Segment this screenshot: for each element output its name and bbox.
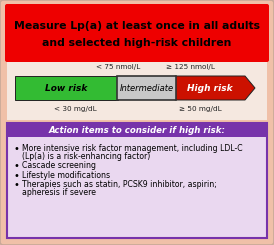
- Polygon shape: [117, 76, 176, 100]
- Text: •: •: [13, 144, 19, 154]
- Polygon shape: [175, 76, 255, 100]
- FancyBboxPatch shape: [7, 62, 267, 120]
- Text: Low risk: Low risk: [45, 84, 88, 93]
- Text: High risk: High risk: [187, 84, 233, 93]
- Text: Action items to consider if high risk:: Action items to consider if high risk:: [48, 125, 226, 135]
- Text: Intermediate: Intermediate: [119, 84, 173, 93]
- Text: apheresis if severe: apheresis if severe: [22, 187, 96, 196]
- Text: Therapies such as statin, PCSK9 inhibitor, aspirin;: Therapies such as statin, PCSK9 inhibito…: [22, 180, 217, 189]
- Text: Lifestyle modifications: Lifestyle modifications: [22, 171, 110, 180]
- Text: < 75 nmol/L: < 75 nmol/L: [96, 64, 140, 70]
- Polygon shape: [15, 76, 118, 100]
- FancyBboxPatch shape: [7, 123, 267, 137]
- Text: (Lp(a) is a risk-enhancing factor): (Lp(a) is a risk-enhancing factor): [22, 151, 150, 160]
- Text: < 30 mg/dL: < 30 mg/dL: [54, 106, 96, 112]
- Text: ≥ 50 mg/dL: ≥ 50 mg/dL: [179, 106, 221, 112]
- Text: More intensive risk factor management, including LDL-C: More intensive risk factor management, i…: [22, 144, 242, 153]
- Text: and selected high-risk children: and selected high-risk children: [42, 38, 232, 48]
- FancyBboxPatch shape: [7, 123, 267, 238]
- Text: •: •: [13, 161, 19, 171]
- Text: •: •: [13, 180, 19, 190]
- Text: ≥ 125 nmol/L: ≥ 125 nmol/L: [165, 64, 215, 70]
- Text: •: •: [13, 171, 19, 181]
- Text: Cascade screening: Cascade screening: [22, 161, 96, 170]
- FancyBboxPatch shape: [5, 4, 269, 62]
- Text: Measure Lp(a) at least once in all adults: Measure Lp(a) at least once in all adult…: [14, 21, 260, 31]
